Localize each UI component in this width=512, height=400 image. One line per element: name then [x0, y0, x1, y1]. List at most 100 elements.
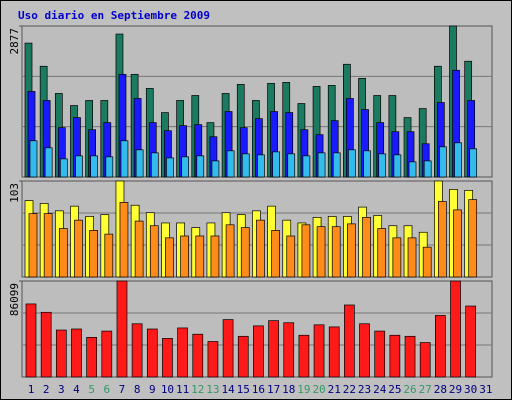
bar	[181, 156, 189, 178]
bar	[404, 335, 416, 378]
bar	[196, 155, 205, 178]
x-tick-label: 21	[328, 383, 341, 396]
bar	[344, 304, 355, 378]
bar	[90, 155, 98, 178]
x-tick-label: 6	[103, 383, 110, 396]
x-tick-label: 28	[434, 383, 447, 396]
x-tick-label: 29	[449, 383, 462, 396]
bar	[438, 201, 447, 278]
bar	[313, 324, 325, 378]
bar	[58, 228, 68, 278]
bar	[120, 140, 129, 178]
bar	[419, 342, 431, 378]
x-tick-label: 25	[388, 383, 401, 396]
x-tick-label: 27	[419, 383, 432, 396]
bar	[180, 235, 189, 278]
bar	[225, 224, 235, 278]
bar	[104, 233, 114, 278]
x-tick-label: 18	[282, 383, 295, 396]
bar	[119, 202, 129, 278]
bar	[378, 153, 387, 178]
bar	[363, 150, 371, 178]
x-tick-label: 16	[252, 383, 265, 396]
bar	[392, 237, 402, 278]
bar	[377, 228, 387, 278]
x-tick-label: 11	[176, 383, 189, 396]
bar	[222, 319, 234, 378]
x-tick-label: 30	[464, 383, 477, 396]
bar	[89, 230, 98, 278]
bar	[298, 334, 310, 378]
bar	[226, 150, 235, 178]
bar	[43, 213, 53, 278]
bar	[177, 327, 188, 378]
bar	[131, 323, 143, 378]
bar	[268, 320, 279, 378]
x-tick-label: 9	[149, 383, 156, 396]
bar	[332, 152, 341, 178]
bar	[165, 237, 174, 278]
x-tick-label: 20	[312, 383, 325, 396]
bar	[257, 154, 265, 178]
bar	[256, 219, 265, 278]
bar	[362, 216, 371, 278]
bar	[302, 155, 311, 178]
bar	[116, 280, 128, 378]
bar	[162, 338, 173, 378]
bar	[331, 226, 341, 278]
bar	[134, 220, 144, 278]
bar	[468, 199, 478, 278]
x-tick-label: 24	[373, 383, 387, 396]
x-tick-label: 5	[88, 383, 95, 396]
bar	[25, 303, 37, 378]
x-tick-label: 23	[358, 383, 371, 396]
bar	[86, 336, 97, 378]
x-tick-label: 26	[403, 383, 416, 396]
bar	[286, 235, 296, 278]
bar	[149, 225, 159, 278]
bar	[135, 149, 144, 178]
x-tick-label: 19	[297, 383, 310, 396]
bar	[74, 219, 83, 278]
bar	[450, 280, 461, 378]
bar	[101, 330, 113, 378]
bar	[389, 334, 401, 378]
x-tick-label: 15	[237, 383, 250, 396]
bar	[150, 152, 159, 178]
bar	[240, 227, 250, 278]
bar	[439, 146, 447, 178]
y-tick-label: 103	[8, 183, 21, 203]
x-tick-label: 3	[58, 383, 65, 396]
bar	[272, 151, 280, 178]
bar	[40, 311, 52, 378]
bar	[237, 335, 249, 378]
bar	[408, 161, 417, 178]
bar	[271, 230, 280, 278]
bar	[192, 333, 204, 378]
x-tick-label: 2	[43, 383, 50, 396]
x-tick-label: 8	[134, 383, 141, 396]
bar	[422, 246, 432, 278]
bar	[253, 325, 264, 378]
bar	[71, 328, 82, 378]
bar	[29, 140, 38, 178]
bar	[44, 147, 53, 178]
bar	[241, 153, 250, 178]
bar	[328, 326, 340, 378]
bar	[210, 235, 220, 278]
bar	[374, 330, 386, 378]
bar	[407, 237, 417, 278]
bar	[146, 328, 158, 378]
x-tick-label: 17	[267, 383, 280, 396]
y-tick-label: 2877	[8, 28, 21, 55]
x-tick-label: 7	[119, 383, 126, 396]
x-tick-label: 14	[221, 383, 235, 396]
bar	[348, 149, 356, 178]
bar	[435, 315, 446, 378]
bar	[453, 209, 462, 278]
bar	[105, 156, 114, 178]
bar	[359, 323, 370, 378]
x-tick-label: 1	[28, 383, 35, 396]
x-tick-label: 10	[161, 383, 174, 396]
